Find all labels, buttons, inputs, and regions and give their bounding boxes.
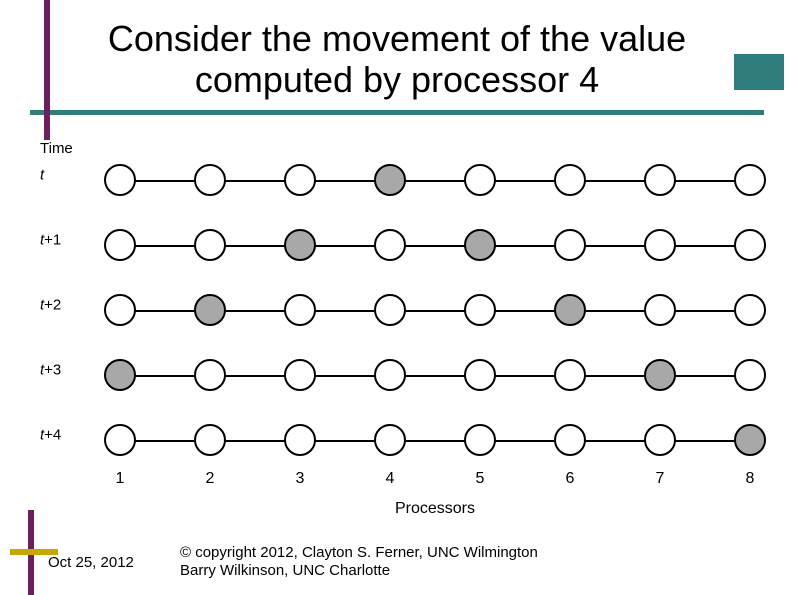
node-t1-p4	[374, 229, 406, 261]
node-t4-p5	[464, 424, 496, 456]
processor-label-3: 3	[296, 470, 305, 488]
node-t4-p7	[644, 424, 676, 456]
diagram-chart: Timett+1t+2t+3t+412345678Processors	[40, 150, 774, 490]
time-row-3: t+3	[40, 355, 774, 395]
processor-label-6: 6	[566, 470, 575, 488]
node-t3-p4	[374, 359, 406, 391]
node-t0-p5	[464, 164, 496, 196]
processor-label-8: 8	[746, 470, 755, 488]
node-t4-p2	[194, 424, 226, 456]
left-bar-top	[44, 0, 50, 140]
node-t2-p3	[284, 294, 316, 326]
node-t2-p7	[644, 294, 676, 326]
node-t1-p8	[734, 229, 766, 261]
node-t3-p2	[194, 359, 226, 391]
node-t0-p2	[194, 164, 226, 196]
node-t3-p1	[104, 359, 136, 391]
processors-axis-label: Processors	[395, 500, 475, 518]
node-t0-p8	[734, 164, 766, 196]
node-t1-p3	[284, 229, 316, 261]
processor-label-2: 2	[206, 470, 215, 488]
time-label-0: t	[40, 166, 44, 183]
time-row-1: t+1	[40, 225, 774, 265]
copyright-line1: © copyright 2012, Clayton S. Ferner, UNC…	[180, 544, 538, 561]
node-t3-p8	[734, 359, 766, 391]
node-t2-p5	[464, 294, 496, 326]
node-t1-p5	[464, 229, 496, 261]
processor-labels-row: 1 2 3 4 5 6 7 8	[40, 470, 774, 490]
node-t4-p4	[374, 424, 406, 456]
processor-label-1: 1	[116, 470, 125, 488]
node-t1-p2	[194, 229, 226, 261]
node-t1-p7	[644, 229, 676, 261]
footer-copyright: © copyright 2012, Clayton S. Ferner, UNC…	[180, 544, 538, 582]
node-t0-p1	[104, 164, 136, 196]
node-t0-p3	[284, 164, 316, 196]
processor-label-4: 4	[386, 470, 395, 488]
node-t4-p6	[554, 424, 586, 456]
node-t2-p6	[554, 294, 586, 326]
time-row-0: Timet	[40, 160, 774, 200]
node-t1-p6	[554, 229, 586, 261]
node-t3-p6	[554, 359, 586, 391]
node-t1-p1	[104, 229, 136, 261]
time-label-3: t+3	[40, 361, 61, 378]
page-title: Consider the movement of the value compu…	[40, 18, 754, 101]
time-row-2: t+2	[40, 290, 774, 330]
node-t3-p5	[464, 359, 496, 391]
node-t2-p2	[194, 294, 226, 326]
copyright-line2: Barry Wilkinson, UNC Charlotte	[180, 562, 390, 579]
node-t2-p1	[104, 294, 136, 326]
time-label-1: t+1	[40, 231, 61, 248]
processor-label-5: 5	[476, 470, 485, 488]
node-t4-p1	[104, 424, 136, 456]
time-row-4: t+4	[40, 420, 774, 460]
node-t4-p8	[734, 424, 766, 456]
time-label-4: t+4	[40, 426, 61, 443]
processor-label-7: 7	[656, 470, 665, 488]
footer-date: Oct 25, 2012	[48, 554, 134, 571]
title-underline	[30, 110, 764, 115]
node-t3-p7	[644, 359, 676, 391]
node-t0-p4	[374, 164, 406, 196]
node-t2-p4	[374, 294, 406, 326]
node-t3-p3	[284, 359, 316, 391]
node-t0-p6	[554, 164, 586, 196]
node-t4-p3	[284, 424, 316, 456]
node-t2-p8	[734, 294, 766, 326]
time-label-2: t+2	[40, 296, 61, 313]
time-header: Time	[40, 140, 73, 157]
title-accent-box	[734, 54, 784, 90]
node-t0-p7	[644, 164, 676, 196]
